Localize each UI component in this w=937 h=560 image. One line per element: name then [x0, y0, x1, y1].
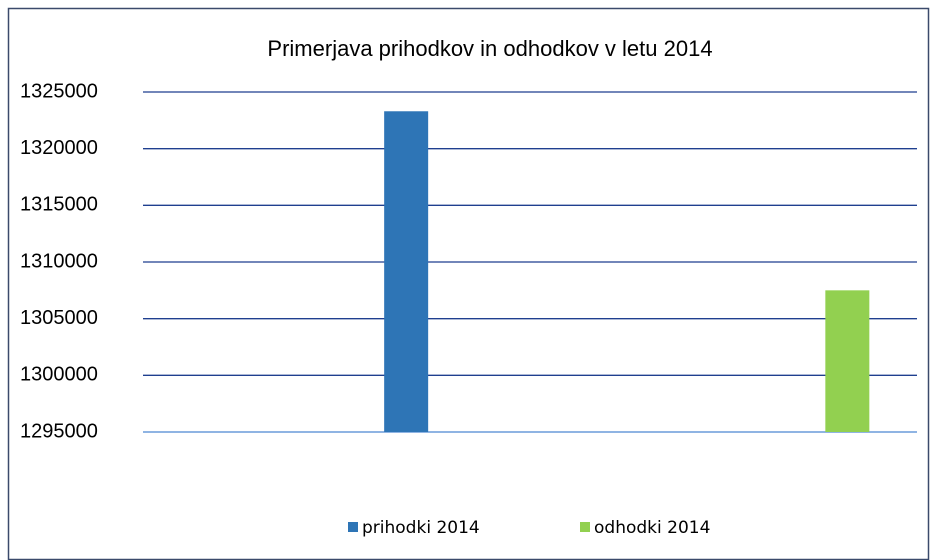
y-tick-label: 1320000 [20, 137, 98, 159]
legend-swatch [348, 522, 358, 532]
bar [825, 290, 870, 432]
y-tick-label: 1300000 [20, 364, 98, 386]
y-tick-label: 1305000 [20, 307, 98, 329]
chart-border [7, 7, 930, 560]
y-tick-label: 1315000 [20, 194, 98, 216]
bar [384, 111, 429, 433]
y-tick-label: 1295000 [20, 420, 98, 442]
y-tick-label: 1310000 [20, 250, 98, 272]
y-tick-label: 1325000 [20, 80, 98, 102]
legend-label: prihodki 2014 [362, 518, 480, 538]
chart-title: Primerjava prihodkov in odhodkov v letu … [267, 36, 712, 61]
legend-label: odhodki 2014 [594, 518, 710, 538]
legend-swatch [580, 522, 590, 532]
